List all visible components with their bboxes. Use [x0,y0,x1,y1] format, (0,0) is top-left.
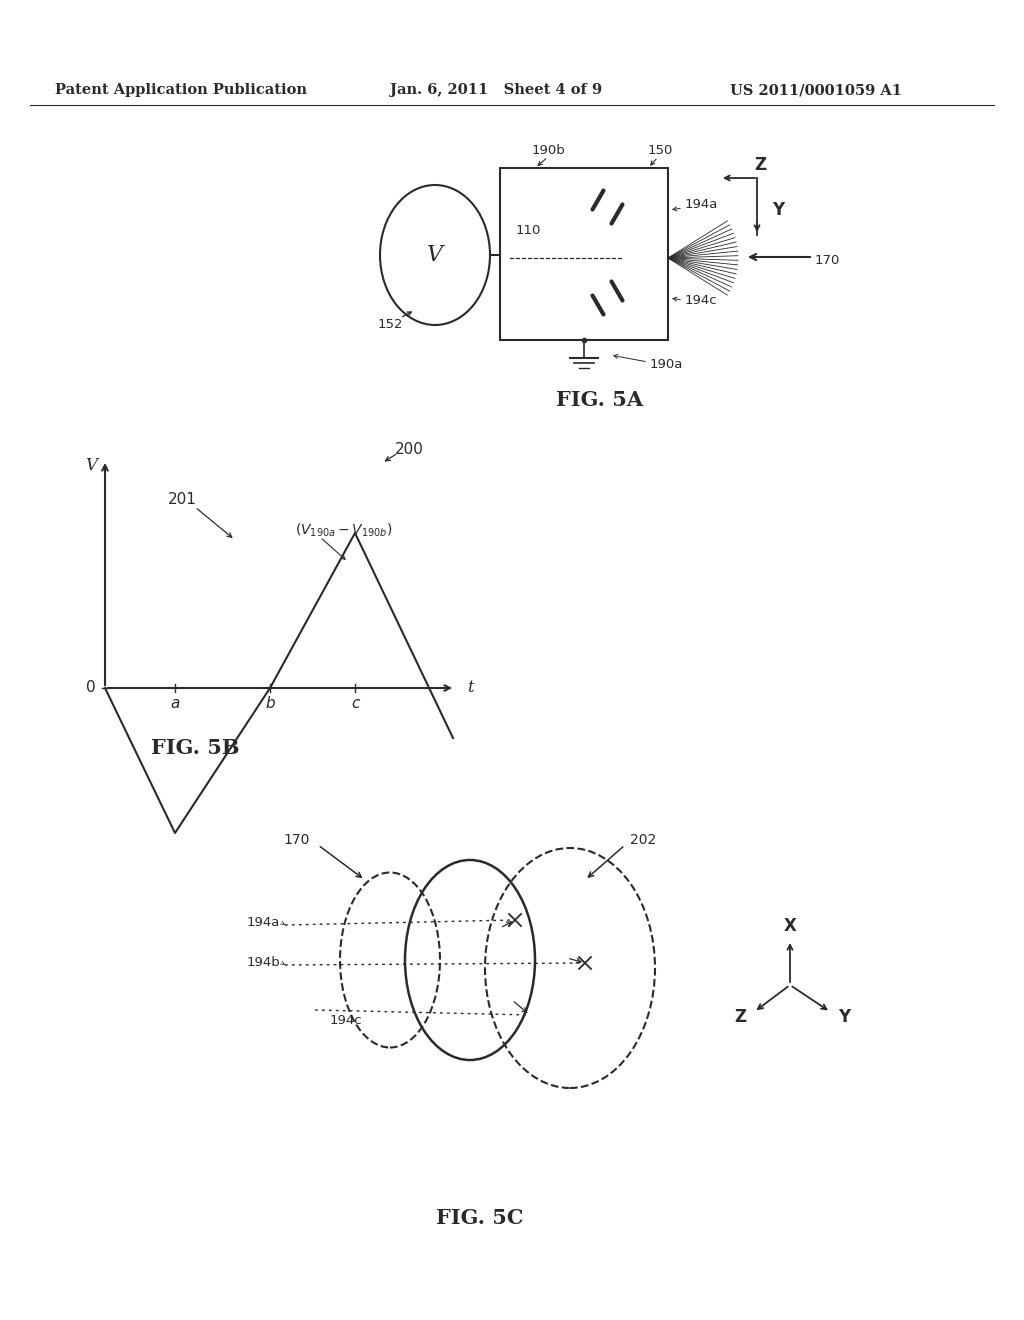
Text: Z: Z [734,1008,746,1026]
Text: FIG. 5B: FIG. 5B [151,738,240,758]
Text: t: t [467,680,473,697]
Text: b: b [265,697,274,711]
Text: FIG. 5A: FIG. 5A [556,389,643,411]
Text: Jan. 6, 2011   Sheet 4 of 9: Jan. 6, 2011 Sheet 4 of 9 [390,83,602,96]
Text: 110: 110 [515,223,541,236]
Text: V: V [85,457,97,474]
Text: 194a: 194a [247,916,280,928]
Text: 170: 170 [815,253,841,267]
Text: 194a: 194a [685,198,719,211]
Text: 202: 202 [630,833,656,847]
Text: V: V [427,244,443,267]
Text: 200: 200 [395,442,424,458]
Text: 170: 170 [284,833,310,847]
Text: 150: 150 [647,144,673,157]
Text: Y: Y [839,1008,851,1026]
Text: 0: 0 [86,681,96,696]
Text: 194c: 194c [685,293,718,306]
Text: Patent Application Publication: Patent Application Publication [55,83,307,96]
Text: FIG. 5C: FIG. 5C [436,1208,523,1228]
Text: Z: Z [754,156,766,174]
Text: 190a: 190a [650,359,683,371]
Text: 194b: 194b [246,957,280,969]
Text: X: X [783,917,797,935]
Text: 152: 152 [377,318,402,331]
Text: Y: Y [772,201,784,219]
Text: 194c: 194c [330,1014,362,1027]
Text: a: a [170,697,179,711]
Text: 190b: 190b [531,144,565,157]
Text: US 2011/0001059 A1: US 2011/0001059 A1 [730,83,902,96]
Text: $(V_{190a} - V_{190b})$: $(V_{190a} - V_{190b})$ [295,521,392,539]
Text: 201: 201 [168,492,197,507]
Text: c: c [351,697,359,711]
